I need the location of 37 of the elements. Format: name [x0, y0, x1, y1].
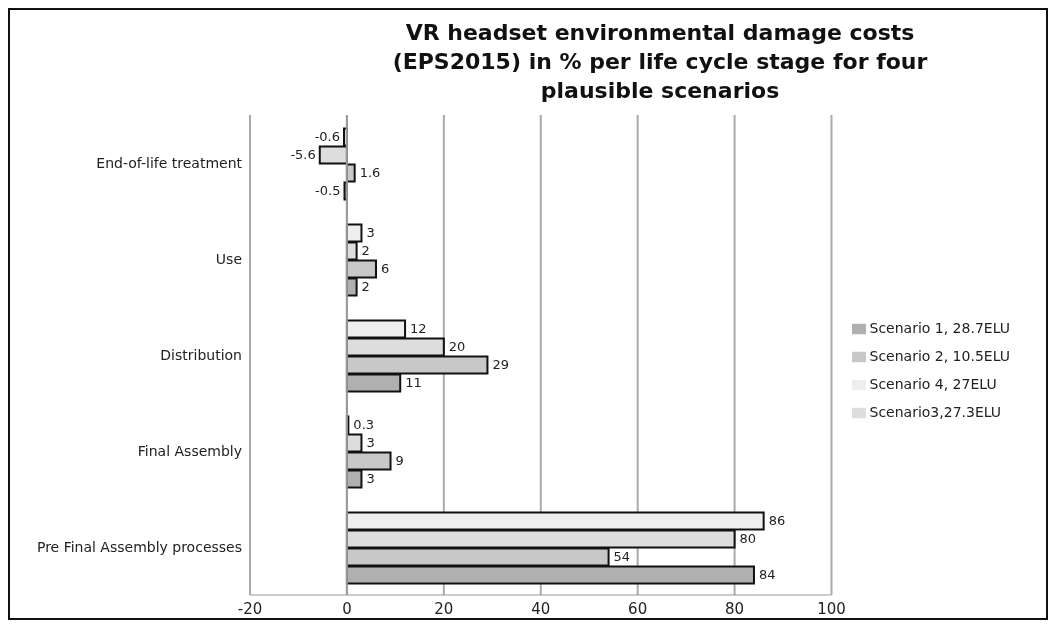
data-label: 3 [366, 225, 375, 241]
legend-label: Scenario3,27.3ELU [869, 404, 1002, 420]
y-tick-label: Distribution [160, 346, 242, 363]
data-label: 80 [739, 531, 757, 547]
data-label: -0.5 [315, 183, 341, 199]
y-tick-label: Pre Final Assembly processes [36, 538, 242, 555]
data-label: -0.6 [314, 129, 341, 145]
data-label: 54 [613, 549, 631, 565]
y-tick-label: Use [215, 250, 242, 267]
legend-label: Scenario 2, 10.5ELU [869, 348, 1010, 364]
data-label: 1.6 [359, 165, 381, 181]
legend-label: Scenario 1, 28.7ELU [869, 320, 1010, 336]
data-label: 2 [361, 243, 370, 259]
data-label: 9 [395, 453, 404, 469]
chart-title: VR headset environmental damage costs (EPS2015) in % per life cycle stage for four plausible scenarios [391, 19, 929, 105]
legend-label: Scenario 4, 27ELU [869, 376, 997, 392]
data-label: 20 [448, 339, 466, 355]
data-label: 29 [492, 357, 509, 373]
data-label: 12 [410, 321, 427, 337]
x-tick-label: 0 [342, 599, 352, 618]
data-label: 0.3 [353, 417, 375, 433]
data-label: 86 [768, 513, 786, 529]
x-tick-label: 20 [434, 599, 454, 618]
data-label: 6 [380, 261, 390, 277]
data-label: 3 [366, 471, 375, 487]
data-label: 11 [405, 375, 422, 391]
x-tick-label: 80 [725, 599, 745, 618]
x-tick-label: 40 [531, 599, 551, 618]
data-label: 3 [366, 435, 375, 451]
y-tick-label: Final Assembly [137, 442, 242, 459]
data-label: 2 [361, 279, 370, 295]
x-tick-label: 60 [628, 599, 648, 618]
x-tick-label: -20 [237, 599, 263, 618]
data-label: -5.6 [290, 147, 316, 163]
y-tick-label: End-of-life treatment [96, 154, 243, 171]
x-tick-label: 100 [817, 599, 846, 618]
data-label: 84 [758, 567, 776, 583]
